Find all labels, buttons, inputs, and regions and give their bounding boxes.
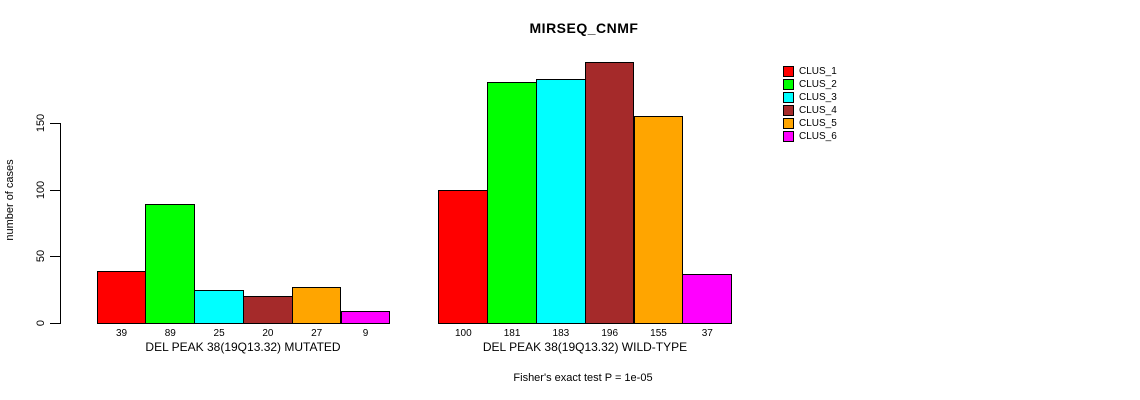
bar-value-label: 20 — [262, 328, 274, 339]
bar-value-label: 183 — [552, 328, 570, 339]
legend-item-clus_5: CLUS_5 — [783, 117, 837, 130]
legend: CLUS_1 CLUS_2 CLUS_3 CLUS_4 CLUS_5 CLUS_6 — [783, 65, 837, 143]
fisher-test-annotation: Fisher's exact test P = 1e-05 — [513, 372, 653, 384]
bar-clus_5-group2 — [633, 116, 684, 324]
legend-swatch-icon — [783, 92, 794, 103]
y-tick — [50, 323, 60, 324]
y-tick-label: 150 — [35, 113, 47, 133]
y-tick-label: 100 — [35, 180, 47, 199]
bar-value-label: 155 — [650, 328, 667, 339]
bar-value-label: 39 — [115, 328, 128, 339]
legend-item-clus_3: CLUS_3 — [783, 91, 837, 104]
bar-value-label: 27 — [311, 328, 323, 339]
legend-item-clus_2: CLUS_2 — [783, 78, 837, 91]
legend-swatch-icon — [783, 118, 794, 129]
legend-item-clus_1: CLUS_1 — [783, 65, 837, 78]
y-tick-label: 50 — [35, 250, 47, 263]
legend-swatch-icon — [783, 105, 794, 116]
y-axis-label: number of cases — [4, 159, 16, 241]
y-axis-line — [60, 123, 61, 324]
bar-value-label: 25 — [213, 328, 225, 339]
legend-swatch-icon — [783, 79, 794, 90]
bar-clus_4-group2 — [584, 61, 635, 324]
bar-clus_6-group1 — [340, 311, 391, 324]
bar-value-label: 89 — [164, 328, 176, 339]
bar-clus_1-group2 — [438, 189, 489, 324]
legend-label: CLUS_2 — [799, 79, 837, 90]
group-label-mutated: DEL PEAK 38(19Q13.32) MUTATED — [145, 340, 341, 354]
bar-clus_2-group2 — [487, 81, 537, 324]
bar-clus_3-group1 — [194, 289, 244, 324]
y-tick — [50, 189, 60, 191]
bar-clus_2-group1 — [145, 204, 196, 324]
legend-item-clus_6: CLUS_6 — [783, 130, 837, 143]
bar-value-label: 9 — [362, 328, 369, 339]
bar-clus_4-group1 — [242, 296, 293, 324]
bar-clus_5-group1 — [291, 287, 342, 324]
bar-value-label: 196 — [601, 328, 619, 339]
legend-label: CLUS_3 — [799, 92, 837, 103]
bar-value-label: 100 — [454, 328, 472, 339]
bar-clus_1-group1 — [96, 271, 147, 324]
bar-clus_3-group2 — [535, 79, 586, 324]
y-tick — [50, 256, 60, 258]
legend-label: CLUS_6 — [799, 131, 837, 142]
group-label-wildtype: DEL PEAK 38(19Q13.32) WILD-TYPE — [482, 340, 688, 354]
bar-value-label: 37 — [701, 328, 713, 339]
legend-swatch-icon — [783, 131, 794, 142]
legend-swatch-icon — [783, 66, 794, 77]
legend-label: CLUS_4 — [799, 105, 837, 116]
y-tick — [50, 123, 60, 124]
bar-value-label: 181 — [503, 328, 521, 339]
legend-label: CLUS_1 — [799, 66, 837, 77]
chart-title: MIRSEQ_CNMF — [529, 20, 639, 36]
legend-label: CLUS_5 — [799, 118, 837, 129]
legend-item-clus_4: CLUS_4 — [783, 104, 837, 117]
y-tick-label: 0 — [35, 319, 47, 327]
bar-clus_6-group2 — [682, 273, 733, 324]
